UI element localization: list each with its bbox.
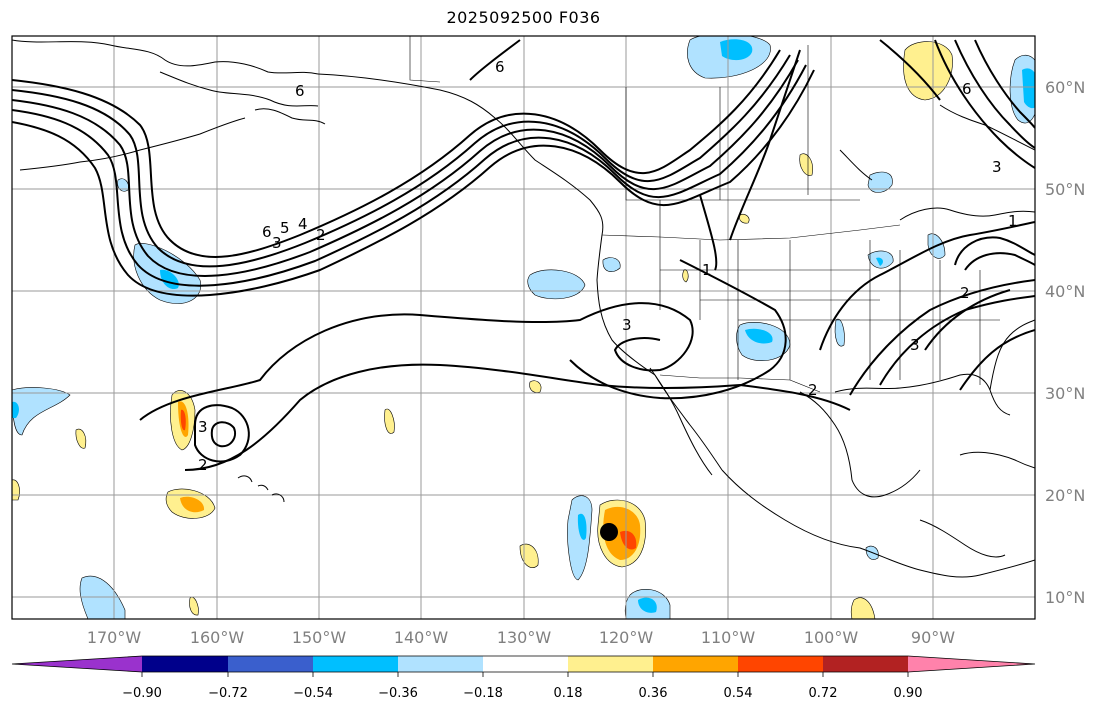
lat-tick-label: 60°N <box>1045 78 1085 97</box>
blue-core-iowa <box>876 257 883 266</box>
contour-label: 2 <box>808 381 818 399</box>
contour-label: 6 <box>495 58 505 76</box>
red-core-tc <box>620 530 637 550</box>
contour-label: 4 <box>298 215 308 233</box>
colorbar-bin <box>398 656 483 672</box>
lon-tick-label: 130°W <box>497 628 552 647</box>
lat-tick-label: 10°N <box>1045 588 1085 607</box>
contour-label: 3 <box>198 418 208 436</box>
cyclone-center-marker <box>600 523 618 541</box>
colorbar-label: 0.72 <box>809 686 838 701</box>
colorbar-label: 0.54 <box>724 686 753 701</box>
colorbar-pos-extreme <box>908 656 1035 672</box>
map-frame <box>11 35 1036 620</box>
colorbar-bin <box>228 656 313 672</box>
contour-label: 2 <box>316 226 326 244</box>
colorbar-bin <box>142 656 228 672</box>
colorbar-label: 0.18 <box>554 686 583 701</box>
contour-label: 3 <box>992 158 1002 176</box>
yellow-patch-tc-small <box>519 543 539 568</box>
colorbar-label: 0.90 <box>894 686 923 701</box>
contour-label: 3 <box>622 316 632 334</box>
colorbar-bin <box>568 656 653 672</box>
colorbar-bin <box>823 656 908 672</box>
orange-core-hawaii-s <box>180 496 205 513</box>
colorbar: −0.90 −0.72 −0.54 −0.36 −0.18 0.18 0.36 … <box>11 655 1036 701</box>
lat-tick-label: 50°N <box>1045 180 1085 199</box>
lon-tick-label: 90°W <box>911 628 955 647</box>
contour-label: 2 <box>960 284 970 302</box>
lon-tick-label: 150°W <box>292 628 347 647</box>
colorbar-bin <box>313 656 398 672</box>
contour-label: 2 <box>198 456 208 474</box>
yellow-patch-baja-off <box>529 380 542 393</box>
lon-tick-label: 160°W <box>190 628 245 647</box>
lat-tick-label: 20°N <box>1045 486 1085 505</box>
blue-core-northeast <box>1022 68 1035 109</box>
lon-tick-label: 140°W <box>394 628 449 647</box>
yellow-patch-hudson <box>903 41 953 101</box>
political-borders <box>409 36 1000 393</box>
colorbar-bin <box>738 656 823 672</box>
contour-label: 6 <box>962 80 972 98</box>
contour-label-group: 6 6 6 5 4 3 2 3 2 3 3 2 3 2 1 1 6 <box>198 58 1018 474</box>
colorbar-label: −0.72 <box>208 686 248 701</box>
red-core-hawaii-nw <box>180 409 186 431</box>
colorbar-label: −0.18 <box>463 686 503 701</box>
colorbar-label: −0.54 <box>293 686 333 701</box>
colorbar-bin <box>483 656 568 672</box>
blue-core-arizona <box>745 328 773 344</box>
contour-label: 6 <box>262 223 272 241</box>
contour-label: 3 <box>272 234 282 252</box>
blue-core-west-pac-edge <box>12 401 19 418</box>
yellow-patch-mid-pac <box>384 408 395 434</box>
lon-tick-label: 170°W <box>87 628 142 647</box>
lat-tick-label: 40°N <box>1045 282 1085 301</box>
yellow-patch-utah <box>682 269 689 283</box>
contour-label: 6 <box>295 82 305 100</box>
colorbar-label: −0.36 <box>378 686 418 701</box>
coastlines <box>12 39 1035 578</box>
lon-tick-label: 100°W <box>804 628 859 647</box>
map-title: 2025092500 F036 <box>446 8 601 27</box>
blue-patch-calif-off <box>527 269 586 300</box>
lon-tick-label: 120°W <box>599 628 654 647</box>
yellow-patch-tropic-mid <box>189 596 199 616</box>
lon-tick-labels: 170°W 160°W 150°W 140°W 130°W 120°W 110°… <box>87 628 955 647</box>
blue-patch-texas <box>834 318 845 347</box>
blue-patch-west-pac-edge <box>12 387 71 436</box>
yellow-patch-hawaii-w <box>75 428 87 449</box>
lat-tick-labels: 60°N 50°N 40°N 30°N 20°N 10°N <box>1045 78 1085 607</box>
colorbar-bin <box>653 656 738 672</box>
blue-patch-nevada <box>602 257 621 273</box>
colorbar-neg-extreme <box>12 656 142 672</box>
contour-label: 5 <box>280 219 290 237</box>
contour-label: 1 <box>1008 212 1018 230</box>
colorbar-label: −0.90 <box>122 686 162 701</box>
blue-core-tc-west <box>577 513 587 540</box>
contour-label: 1 <box>702 261 712 279</box>
yellow-patch-montana <box>799 153 813 176</box>
blue-dot-alaska <box>117 178 129 192</box>
lat-tick-label: 30°N <box>1045 384 1085 403</box>
contour-label: 3 <box>910 336 920 354</box>
blue-core-alaska-top <box>720 39 753 61</box>
blue-core-tc-south <box>638 597 657 613</box>
yellow-patch-tropic-east <box>850 597 876 619</box>
contour-lines <box>12 39 1035 471</box>
lon-tick-label: 110°W <box>701 628 756 647</box>
colorbar-label: 0.36 <box>639 686 668 701</box>
yellow-patch-idaho <box>739 213 750 224</box>
blue-patch-tc-west <box>567 495 593 581</box>
